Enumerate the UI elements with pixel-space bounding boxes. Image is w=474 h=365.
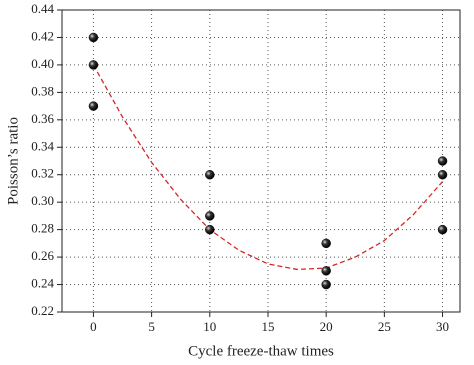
point bbox=[88, 101, 99, 111]
point bbox=[321, 279, 331, 290]
point bbox=[205, 224, 215, 235]
y-tick-label: 0.22 bbox=[31, 303, 54, 318]
x-tick-label: 0 bbox=[90, 319, 97, 334]
point bbox=[88, 32, 99, 43]
point bbox=[437, 224, 448, 235]
x-tick-label: 10 bbox=[203, 319, 216, 334]
y-tick-label: 0.36 bbox=[31, 111, 54, 126]
y-tick-label: 0.24 bbox=[31, 276, 54, 291]
y-tick-label: 0.44 bbox=[31, 1, 54, 16]
y-axis-title: Poisson’s ratio bbox=[5, 117, 21, 205]
y-tick-label: 0.34 bbox=[31, 138, 54, 153]
point bbox=[437, 156, 448, 166]
x-tick-label: 30 bbox=[436, 319, 449, 334]
x-tick-label: 15 bbox=[261, 319, 274, 334]
point bbox=[437, 169, 448, 180]
point bbox=[205, 169, 215, 180]
point bbox=[88, 60, 99, 70]
fit-line bbox=[92, 64, 444, 271]
plot-frame bbox=[61, 9, 461, 313]
grid bbox=[62, 9, 460, 313]
x-tick-label: 20 bbox=[320, 319, 333, 334]
x-tick-label: 25 bbox=[378, 319, 391, 334]
y-tick-label: 0.30 bbox=[31, 193, 54, 208]
point bbox=[321, 238, 331, 249]
y-tick-label: 0.40 bbox=[31, 56, 54, 71]
y-tick-label: 0.28 bbox=[31, 221, 54, 236]
y-tick-label: 0.42 bbox=[31, 28, 54, 43]
y-tick-label: 0.38 bbox=[31, 83, 54, 98]
x-axis-title: Cycle freeze-thaw times bbox=[188, 343, 334, 359]
point bbox=[205, 211, 215, 221]
x-tick-label: 5 bbox=[148, 319, 155, 334]
y-tick-label: 0.26 bbox=[31, 248, 54, 263]
y-tick-label: 0.32 bbox=[31, 166, 54, 181]
point bbox=[321, 266, 331, 276]
